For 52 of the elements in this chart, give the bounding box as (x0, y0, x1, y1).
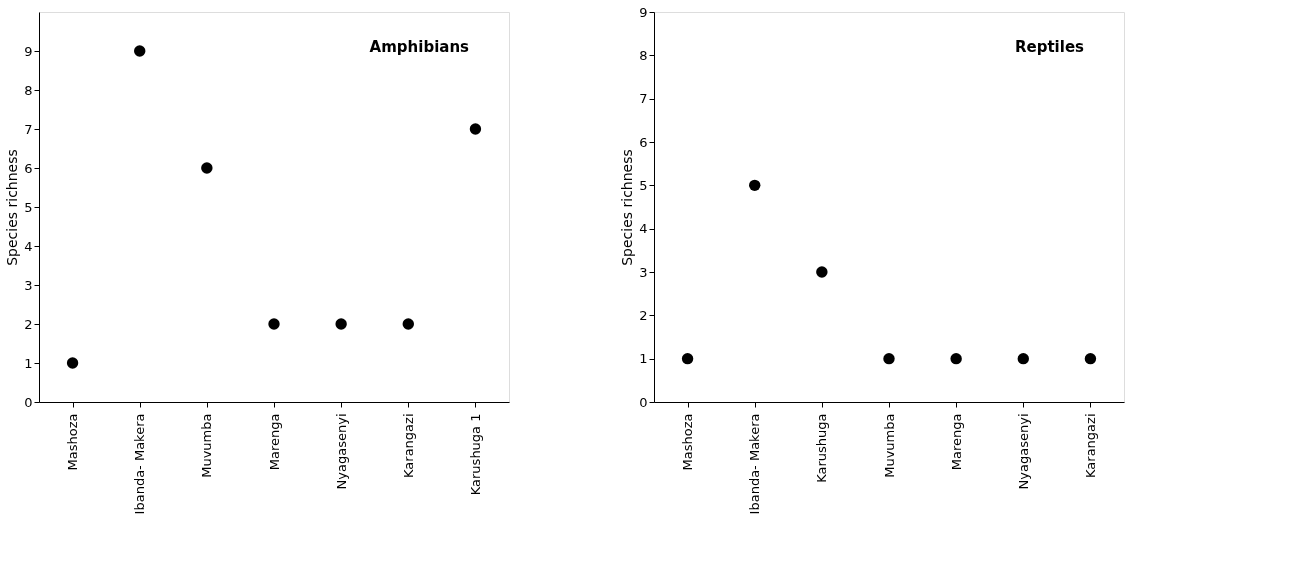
y-tick-label: 4 (639, 221, 648, 237)
point (201, 162, 213, 174)
point (134, 45, 146, 57)
point (681, 352, 694, 365)
annotation: Amphibians (369, 38, 470, 56)
y-tick-label: 0 (639, 394, 648, 410)
y-tick-label: 1 (639, 351, 648, 367)
y-tick-label: 2 (639, 307, 648, 323)
y-tick-label: 2 (24, 316, 33, 332)
y-tick-label: 8 (639, 47, 648, 63)
y-tick-label: 5 (639, 177, 648, 193)
y-tick-label: 7 (639, 91, 648, 107)
x-tick-label: Karushuga (814, 413, 830, 483)
y-tick-label: 3 (639, 264, 648, 280)
y-tick-label: 6 (639, 134, 648, 150)
x-tick-label: Mashoza (65, 413, 81, 471)
point (950, 352, 962, 365)
y-tick-label: 0 (24, 394, 33, 410)
y-tick-label: 6 (24, 160, 33, 176)
x-tick-label: Muvumba (199, 413, 215, 478)
annotation: Reptiles (1014, 38, 1085, 56)
x-tick-label: Ibanda- Makera (132, 413, 148, 515)
point (66, 357, 79, 369)
point (1084, 352, 1097, 365)
x-tick-label: Karangazi (400, 413, 416, 478)
y-tick-label: 7 (24, 121, 33, 137)
x-tick-label: Mashoza (680, 413, 696, 471)
point (268, 318, 280, 330)
y-tick-label: 3 (24, 277, 33, 293)
x-tick-label: Ibanda- Makera (747, 413, 763, 515)
point (1017, 352, 1029, 365)
x-tick-label: Marenga (266, 413, 282, 471)
x-tick-label: Muvumba (881, 413, 897, 478)
point (749, 179, 761, 192)
y-tick-label: 8 (24, 82, 33, 98)
y-tick-label: 9 (24, 43, 33, 59)
point (402, 318, 414, 330)
x-tick-label: Marenga (948, 413, 964, 471)
x-tick-label: Nyagasenyi (1015, 413, 1031, 490)
point (335, 318, 347, 330)
x-tick-label: Karangazi (1082, 413, 1098, 478)
point (469, 123, 482, 135)
y-axis-title: Species richness (4, 149, 21, 266)
point (816, 266, 828, 278)
y-tick-label: 9 (639, 4, 648, 20)
point (883, 352, 895, 365)
y-axis-title: Species richness (619, 149, 636, 266)
y-tick-label: 1 (24, 355, 33, 371)
y-tick-label: 5 (24, 199, 33, 215)
y-tick-label: 4 (24, 238, 33, 254)
x-tick-label: Nyagasenyi (333, 413, 349, 490)
x-tick-label: Karushuga 1 (467, 413, 483, 496)
